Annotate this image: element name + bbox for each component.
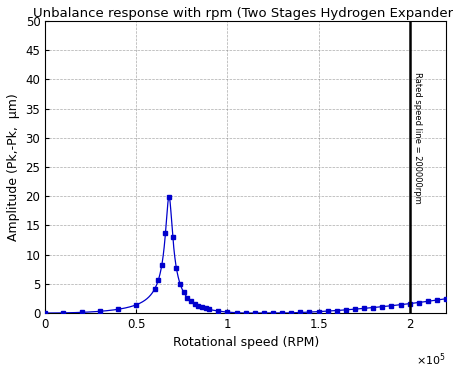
Title: Unbalance response with rpm (Two Stages Hydrogen Expander): Unbalance response with rpm (Two Stages …	[33, 7, 453, 20]
Text: Rated speed line = 200000rpm: Rated speed line = 200000rpm	[413, 72, 422, 204]
Text: $\times 10^5$: $\times 10^5$	[416, 351, 446, 368]
Y-axis label: Amplitude (Pk,-Pk,  μm): Amplitude (Pk,-Pk, μm)	[7, 93, 20, 241]
X-axis label: Rotational speed (RPM): Rotational speed (RPM)	[173, 337, 319, 349]
